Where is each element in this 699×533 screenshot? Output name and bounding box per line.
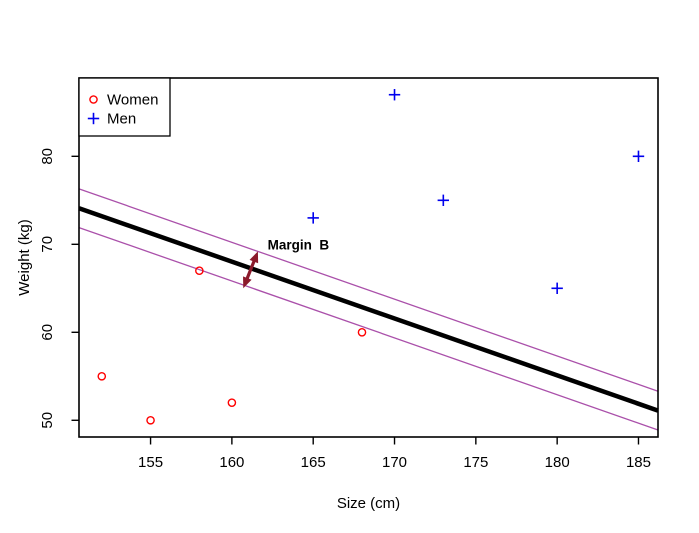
y-tick-label: 80 <box>39 148 56 165</box>
y-tick-label: 50 <box>39 412 56 429</box>
data-point-women <box>146 415 155 425</box>
margin-arrow-head <box>249 251 259 264</box>
x-tick-label: 165 <box>301 454 326 471</box>
margin-arrow-shaft <box>244 258 257 282</box>
plot-border <box>78 77 659 438</box>
x-tick-label: 180 <box>545 454 570 471</box>
legend-label-women: Women <box>107 92 158 109</box>
data-point-men <box>307 212 319 224</box>
legend: Women Men <box>78 77 171 137</box>
separator-line <box>78 206 659 413</box>
x-tick-label: 160 <box>219 454 244 471</box>
legend-label-men: Men <box>107 111 136 128</box>
data-point-men <box>437 194 450 207</box>
x-tick-label: 175 <box>463 454 488 471</box>
x-tick-label: 185 <box>626 454 651 471</box>
data-point-women <box>195 266 204 275</box>
data-point-men <box>551 282 563 294</box>
legend-marker-men-icon <box>87 112 100 125</box>
data-point-men <box>632 150 645 163</box>
margin-arrow-head <box>243 276 252 289</box>
y-tick-label: 70 <box>39 236 56 253</box>
margin-annotation-label: Margin B <box>268 238 330 253</box>
y-axis-label: Weight (kg) <box>16 219 33 295</box>
legend-marker-women-icon <box>89 95 98 104</box>
margin-line-lower <box>78 226 659 431</box>
x-tick-label: 170 <box>382 454 407 471</box>
y-tick-label: 60 <box>39 324 56 341</box>
data-point-men <box>388 89 401 101</box>
data-point-women <box>97 371 107 381</box>
legend-box <box>78 77 171 137</box>
data-point-women <box>227 398 237 407</box>
x-axis-label: Size (cm) <box>337 495 400 512</box>
margin-line-upper <box>78 188 659 392</box>
data-point-women <box>357 327 367 337</box>
x-tick-label: 155 <box>138 454 163 471</box>
